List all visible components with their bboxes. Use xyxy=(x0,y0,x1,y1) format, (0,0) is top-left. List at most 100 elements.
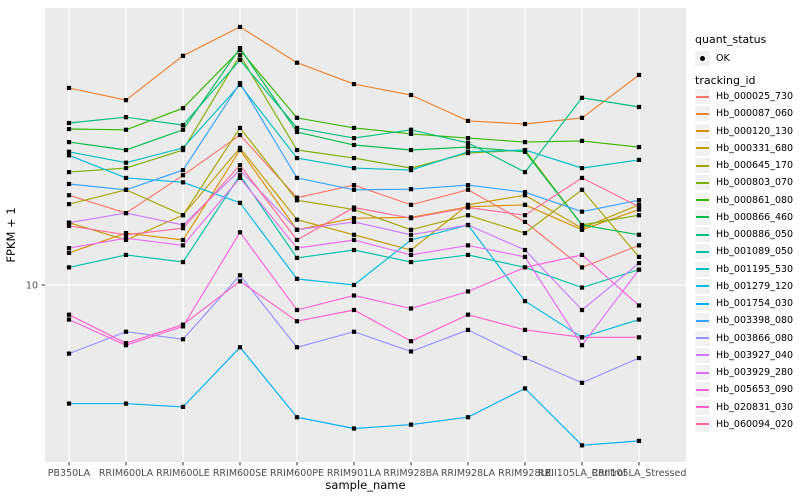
data-point xyxy=(579,285,585,290)
legend-key-box xyxy=(695,278,710,294)
ok-point-icon xyxy=(700,56,705,61)
data-point xyxy=(180,213,186,218)
legend-key-line-icon xyxy=(696,406,709,409)
data-point xyxy=(180,237,186,243)
data-point xyxy=(237,163,243,168)
data-point xyxy=(351,187,357,192)
legend-key-box xyxy=(695,313,710,329)
data-point xyxy=(294,195,300,200)
data-point xyxy=(180,53,186,58)
data-point xyxy=(408,168,414,173)
data-point xyxy=(465,213,471,218)
data-point xyxy=(636,243,642,248)
data-point xyxy=(351,293,357,298)
data-point xyxy=(636,104,642,110)
data-point xyxy=(351,155,357,161)
data-point xyxy=(294,227,300,232)
legend-item-label: Hb_001279_120 xyxy=(716,280,794,292)
data-point xyxy=(180,168,186,173)
data-point xyxy=(180,180,186,185)
legend-key-box xyxy=(695,399,710,415)
data-point xyxy=(66,220,72,225)
data-point xyxy=(123,341,129,346)
data-point xyxy=(408,202,414,207)
x-tick-label: RRIM600PE xyxy=(270,468,324,479)
data-point xyxy=(237,273,243,278)
x-tick-label: PB350LA xyxy=(48,468,91,479)
data-point xyxy=(636,438,642,444)
data-point xyxy=(66,317,72,322)
data-point xyxy=(636,157,642,163)
data-point xyxy=(66,181,72,187)
data-point xyxy=(294,115,300,120)
data-point xyxy=(66,351,72,356)
legend-key-line-icon xyxy=(696,112,709,115)
data-point xyxy=(294,217,300,222)
data-point xyxy=(237,53,243,58)
data-point xyxy=(579,226,585,231)
data-point xyxy=(522,230,528,236)
legend-key-box xyxy=(695,140,710,156)
data-point xyxy=(123,210,129,216)
legend-item-Hb_000645_170: Hb_000645_170 xyxy=(692,157,793,174)
data-point xyxy=(408,127,414,132)
data-point xyxy=(408,216,414,221)
data-point xyxy=(180,173,186,178)
legend-title-tracking-id: tracking_id xyxy=(695,74,756,87)
data-point xyxy=(636,207,642,212)
data-point xyxy=(294,319,300,324)
data-point xyxy=(294,237,300,243)
data-point xyxy=(522,121,528,127)
data-point xyxy=(522,219,528,225)
data-point xyxy=(636,232,642,237)
data-point xyxy=(237,200,243,205)
legend-item-label: Hb_003927_040 xyxy=(716,349,794,361)
plot-panel xyxy=(45,8,686,462)
data-point xyxy=(237,145,243,151)
x-tick-label: RRII105LA_Stressed xyxy=(592,468,687,479)
data-point xyxy=(294,147,300,153)
legend-item-Hb_003398_080: Hb_003398_080 xyxy=(692,312,793,329)
data-point xyxy=(579,380,585,385)
data-point xyxy=(579,443,585,448)
data-point xyxy=(237,230,243,235)
data-point xyxy=(408,147,414,153)
data-point xyxy=(408,187,414,192)
data-point xyxy=(522,202,528,207)
data-point xyxy=(636,303,642,308)
data-point xyxy=(579,265,585,270)
data-point xyxy=(636,267,642,272)
legend-key-box xyxy=(695,123,710,139)
legend-key-line-icon xyxy=(696,302,709,305)
data-point xyxy=(66,149,72,154)
data-point xyxy=(579,252,585,257)
data-point xyxy=(351,183,357,188)
data-point xyxy=(294,255,300,261)
data-point xyxy=(465,140,471,146)
data-point xyxy=(294,175,300,181)
data-point xyxy=(522,254,528,259)
legend-item-Hb_000331_680: Hb_000331_680 xyxy=(692,140,793,157)
legend-item-label: Hb_060094_020 xyxy=(716,418,794,430)
data-point xyxy=(294,345,300,350)
data-point xyxy=(465,243,471,248)
x-tick-label: RRII105LA_Control xyxy=(538,468,626,479)
data-point xyxy=(237,24,243,30)
data-point xyxy=(66,126,72,132)
data-point xyxy=(465,415,471,420)
data-point xyxy=(294,125,300,131)
data-point xyxy=(636,335,642,340)
data-point xyxy=(351,205,357,210)
data-point xyxy=(123,232,129,237)
legend-key-box xyxy=(695,209,710,225)
data-point xyxy=(66,202,72,207)
legend-item-label: Hb_001195_530 xyxy=(716,263,794,275)
data-point xyxy=(294,198,300,203)
data-point xyxy=(351,307,357,313)
legend-key-line-icon xyxy=(696,337,709,340)
data-point xyxy=(351,165,357,171)
data-point xyxy=(180,127,186,132)
data-point xyxy=(465,289,471,294)
data-point xyxy=(123,98,129,103)
